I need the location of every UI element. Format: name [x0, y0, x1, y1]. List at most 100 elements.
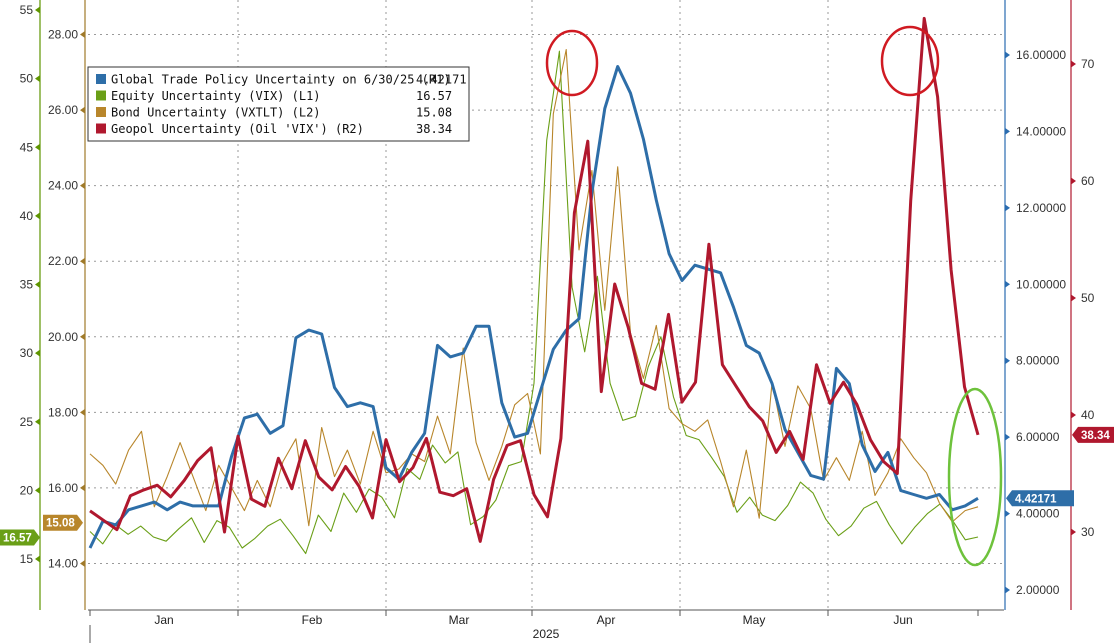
tick-mark — [80, 106, 85, 114]
tick-mark — [35, 281, 40, 288]
june-peak-circle — [880, 25, 940, 97]
month-label: Feb — [302, 613, 323, 627]
tick-mark — [1071, 60, 1076, 68]
r2-end-tag — [1072, 426, 1114, 443]
tick-label-l1: 30 — [20, 346, 34, 360]
tick-label-l1: 45 — [20, 140, 34, 154]
tick-mark — [35, 486, 40, 494]
tick-label-r1: 6.00000 — [1016, 430, 1060, 444]
l2-end-tag-text: 15.08 — [46, 518, 75, 530]
tick-label-l2: 24.00 — [48, 179, 78, 193]
legend-swatch — [96, 107, 106, 117]
legend-label: Global Trade Policy Uncertainty on 6/30/… — [111, 73, 451, 87]
end-of-june-ellipse — [947, 387, 1003, 567]
tick-label-l2: 14.00 — [48, 557, 78, 571]
tick-label-r2: 30 — [1081, 525, 1095, 539]
legend-swatch — [96, 123, 106, 134]
tick-mark — [1071, 411, 1076, 419]
tick-mark — [35, 418, 40, 426]
month-label: Mar — [449, 613, 470, 627]
tick-label-r1: 10.00000 — [1016, 277, 1066, 291]
tick-mark — [1005, 586, 1010, 594]
legend-label: Equity Uncertainty (VIX) (L1) — [111, 89, 321, 103]
tick-mark — [35, 75, 40, 83]
april-peak-circle — [545, 29, 599, 97]
tick-mark — [1071, 294, 1076, 302]
legend-box — [87, 66, 470, 142]
tick-label-r2: 40 — [1081, 408, 1095, 422]
tick-label-l2: 20.00 — [48, 330, 78, 344]
l1-end-tag-text: 16.57 — [3, 532, 32, 544]
tick-label-l2: 28.00 — [48, 28, 78, 42]
axes: 15 20 25 30 35 40 45 50 55 14.00 16.00 18.00 20.00 22… — [20, 0, 1095, 610]
tick-mark — [80, 182, 85, 190]
tick-mark — [35, 349, 40, 357]
l2-end-tag — [43, 514, 83, 531]
tick-mark — [1005, 433, 1010, 441]
legend-value: 4.42171 — [416, 73, 467, 87]
series-line-2 — [89, 49, 979, 527]
tick-label-l1: 50 — [20, 72, 34, 86]
legend-label: Bond Uncertainty (VXTLT) (L2) — [111, 106, 321, 120]
tick-mark — [1071, 528, 1076, 536]
x-axis: 2025 Jan Feb Mar Apr May Jun — [88, 609, 1004, 643]
tick-label-l2: 18.00 — [48, 405, 78, 419]
tick-mark — [80, 31, 85, 38]
tick-mark — [80, 257, 85, 265]
tick-mark — [1071, 177, 1076, 185]
month-label: Jan — [154, 613, 173, 627]
tick-mark — [80, 560, 85, 567]
tick-label-l1: 35 — [20, 278, 34, 292]
legend: Global Trade Policy Uncertainty on 6/30/… — [87, 66, 470, 142]
tick-label-l1: 25 — [20, 415, 34, 429]
tick-mark — [80, 333, 85, 341]
legend-swatch — [96, 90, 106, 101]
data-series — [88, 16, 980, 555]
tick-mark — [1005, 280, 1010, 288]
legend-value: 15.08 — [416, 106, 452, 120]
tick-mark — [1005, 510, 1010, 518]
tick-label-r1: 4.00000 — [1016, 507, 1060, 521]
month-label: Jun — [893, 613, 912, 627]
tick-label-l2: 22.00 — [48, 254, 78, 268]
legend-value: 38.34 — [416, 122, 452, 136]
tick-mark — [1005, 51, 1010, 59]
tick-label-r1: 2.00000 — [1016, 583, 1060, 597]
tick-label-l1: 40 — [20, 209, 34, 223]
tick-label-r2: 70 — [1081, 57, 1095, 71]
tick-label-r1: 16.00000 — [1016, 48, 1066, 62]
annotations — [545, 25, 1003, 567]
series-line-1 — [89, 50, 979, 555]
tick-mark — [1005, 357, 1010, 365]
tick-mark — [35, 6, 40, 14]
end-value-tags: 4.42171 38.34 16.57 15.08 — [0, 426, 1114, 546]
tick-mark — [35, 143, 40, 151]
legend-label: Geopol Uncertainty (Oil 'VIX') (R2) — [111, 122, 364, 136]
tick-label-r1: 12.00000 — [1016, 201, 1066, 215]
tick-mark — [80, 484, 85, 492]
tick-label-l1: 55 — [20, 3, 34, 17]
legend-value: 16.57 — [416, 89, 452, 103]
month-label: May — [743, 613, 766, 627]
tick-label-l1: 20 — [20, 483, 34, 497]
tick-label-r2: 50 — [1081, 291, 1095, 305]
tick-label-r1: 14.00000 — [1016, 124, 1066, 138]
legend-swatch — [96, 74, 106, 84]
tick-label-r2: 60 — [1081, 174, 1095, 188]
tick-label-l2: 26.00 — [48, 103, 78, 117]
tick-label-r1: 8.00000 — [1016, 354, 1060, 368]
tick-mark — [1005, 127, 1010, 135]
r1-end-tag — [1006, 490, 1074, 507]
r1-end-tag-text: 4.42171 — [1015, 493, 1057, 505]
month-label: Apr — [597, 613, 616, 627]
tick-label-l1: 15 — [20, 552, 34, 566]
tick-label-l2: 16.00 — [48, 481, 78, 495]
tick-mark — [1005, 204, 1010, 212]
r2-end-tag-text: 38.34 — [1081, 430, 1110, 442]
series-line-3 — [89, 16, 980, 543]
tick-mark — [35, 212, 40, 220]
year-label: 2025 — [533, 627, 560, 641]
tick-mark — [35, 555, 40, 563]
l1-end-tag — [0, 529, 40, 546]
